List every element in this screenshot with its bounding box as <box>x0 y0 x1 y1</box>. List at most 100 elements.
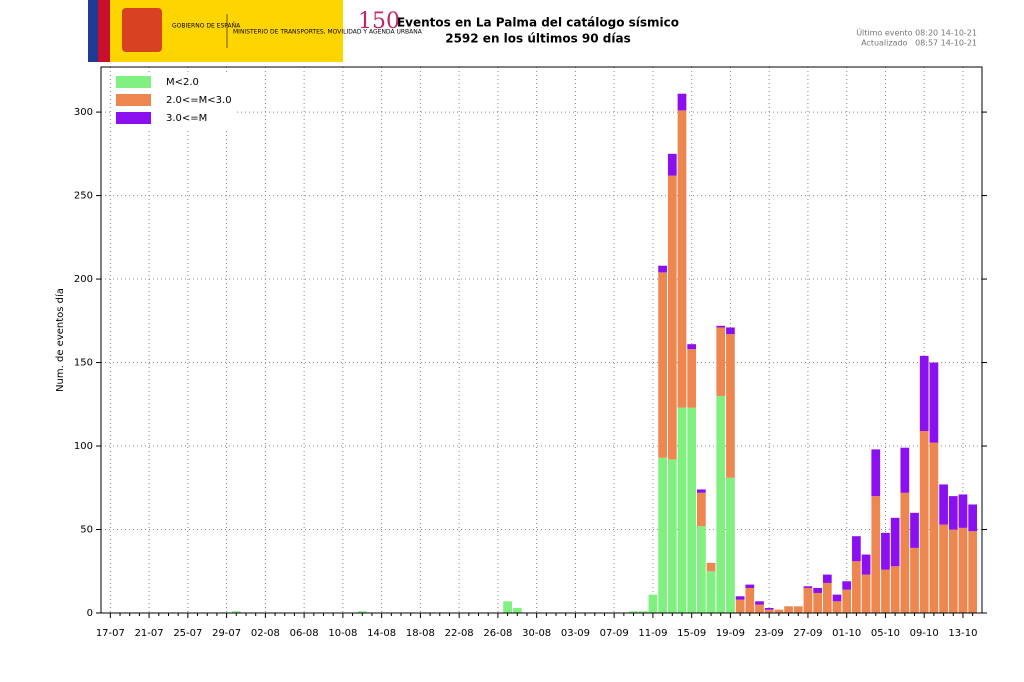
bar-segment <box>716 325 726 328</box>
flag-stripe <box>98 0 110 62</box>
bar-segment <box>900 447 910 493</box>
bar-segment <box>512 607 522 613</box>
bar-segment <box>958 527 968 613</box>
ign-logo: 150 <box>358 9 400 34</box>
bar-segment <box>697 526 706 613</box>
bar-segment <box>677 110 687 408</box>
bar-segment <box>871 449 881 497</box>
bar-segment <box>852 536 861 562</box>
bar-segment <box>677 93 687 111</box>
chart-subtitle: 2592 en los últimos 90 días <box>445 32 631 46</box>
bar-segment <box>939 484 948 525</box>
bar-segment <box>658 265 667 273</box>
bar-segment <box>832 594 842 602</box>
x-tick-label: 14-08 <box>367 628 396 639</box>
bar-segment <box>919 355 929 431</box>
bar-segment <box>697 492 706 527</box>
coat-of-arms <box>122 8 162 52</box>
bar-segment <box>842 589 852 613</box>
bar-segment <box>861 554 871 575</box>
bar-segment <box>929 442 939 613</box>
bar-segment <box>706 571 716 613</box>
bar-segment <box>357 611 367 613</box>
bar-segment <box>697 489 706 493</box>
bar-segment <box>667 153 677 176</box>
bar-segment <box>764 609 774 613</box>
bar-segment <box>716 327 726 396</box>
x-tick-label: 06-08 <box>290 628 319 639</box>
bar-segment <box>890 517 900 567</box>
bar-segment <box>939 524 948 613</box>
bar-segment <box>890 566 900 613</box>
bar-segment <box>638 611 648 613</box>
x-tick-label: 02-08 <box>251 628 280 639</box>
plot-frame <box>100 66 983 614</box>
x-tick-label: 26-08 <box>483 628 512 639</box>
x-tick-label: 30-08 <box>522 628 551 639</box>
x-tick-label: 22-08 <box>445 628 474 639</box>
bar-segment <box>667 175 677 460</box>
bar-segment <box>968 531 978 613</box>
bar-segment <box>832 601 842 613</box>
x-tick-label: 19-09 <box>716 628 745 639</box>
legend-swatch <box>116 94 151 106</box>
bar-segment <box>716 395 726 613</box>
bar-segment <box>648 594 658 613</box>
bar-segment <box>755 604 764 613</box>
bar-segment <box>793 606 803 613</box>
bar-segment <box>813 587 822 593</box>
bar-segment <box>919 431 929 613</box>
bar-segment <box>822 574 832 583</box>
x-tick-label: 03-09 <box>561 628 590 639</box>
bar-segment <box>687 344 697 350</box>
y-axis-label: Num. de eventos día <box>54 288 66 392</box>
bar-segment <box>231 611 241 613</box>
bar-segment <box>774 609 784 613</box>
x-tick-label: 25-07 <box>173 628 202 639</box>
y-tick-label: 250 <box>74 191 93 202</box>
bar-segment <box>706 562 716 572</box>
bar-segment <box>881 569 890 613</box>
bar-segment <box>726 334 735 478</box>
x-tick-label: 05-10 <box>871 628 900 639</box>
bar-segment <box>784 606 793 613</box>
updated: Actualizado 08:57 14-10-21 <box>861 39 977 48</box>
y-tick-label: 200 <box>74 274 93 285</box>
legend-swatch <box>116 76 151 88</box>
x-tick-label: 27-09 <box>793 628 822 639</box>
bar-segment <box>629 611 638 613</box>
bar-segment <box>687 407 697 613</box>
x-tick-label: 17-07 <box>96 628 125 639</box>
bar-segment <box>910 547 919 613</box>
bar-segment <box>803 587 813 613</box>
bar-segment <box>658 272 667 458</box>
bar-segment <box>735 599 745 613</box>
legend-label: M<2.0 <box>166 77 199 88</box>
chart-title: Eventos en La Palma del catálogo sísmico <box>397 16 679 30</box>
x-tick-label: 29-07 <box>212 628 241 639</box>
bar-segment <box>958 494 968 528</box>
x-tick-label: 10-08 <box>328 628 357 639</box>
bar-segment <box>948 529 958 613</box>
ministry-text: MINISTERIO DE TRANSPORTES, MOVILIDAD Y A… <box>233 29 423 36</box>
gov-text: GOBIERNO DE ESPAÑA <box>172 23 241 30</box>
x-tick-label: 01-10 <box>832 628 861 639</box>
bar-segment <box>726 327 735 335</box>
y-tick-label: 100 <box>74 441 93 452</box>
bar-segment <box>677 407 687 613</box>
legend-label: 2.0<=M<3.0 <box>166 95 232 106</box>
bar-segment <box>745 587 755 613</box>
y-tick-label: 300 <box>74 107 93 118</box>
y-tick-label: 50 <box>80 525 93 536</box>
x-tick-label: 13-10 <box>948 628 977 639</box>
last-event: Último evento 08:20 14-10-21 <box>856 27 977 38</box>
x-tick-label: 18-08 <box>406 628 435 639</box>
bar-segment <box>803 586 813 588</box>
bar-segment <box>822 582 832 613</box>
x-tick-label: 11-09 <box>638 628 667 639</box>
legend-swatch <box>116 112 151 124</box>
bar-segment <box>900 492 910 613</box>
y-tick-label: 150 <box>74 358 93 369</box>
